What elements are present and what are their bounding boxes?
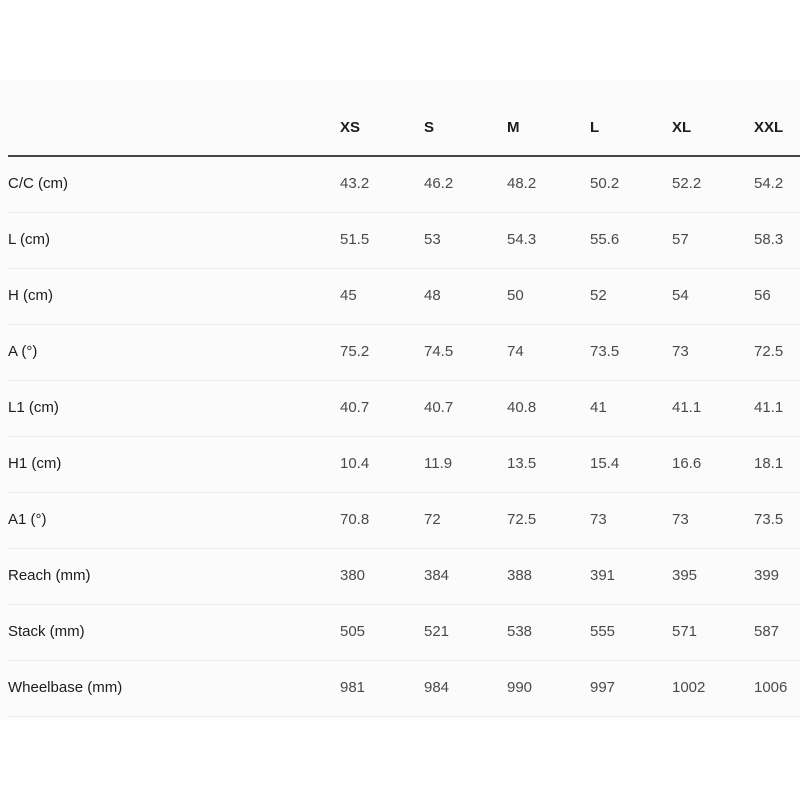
column-header: XL [672,119,692,136]
cell-value: 48 [424,287,441,304]
cell-value: 505 [340,623,366,640]
cell-value: 40.7 [340,399,370,416]
cell-value: 13.5 [507,455,537,472]
cell-value: 73 [590,511,607,528]
cell-value: 388 [507,567,533,584]
cell-value: 1002 [672,679,706,696]
row-divider [8,380,800,381]
cell-value: 45 [340,287,357,304]
cell-value: 72.5 [754,343,784,360]
cell-value: 10.4 [340,455,370,472]
cell-value: 384 [424,567,450,584]
column-header: XS [340,119,361,136]
row-label: Reach (mm) [8,567,91,584]
cell-value: 73 [672,511,689,528]
cell-value: 70.8 [340,511,370,528]
cell-value: 587 [754,623,780,640]
cell-value: 73.5 [754,511,784,528]
cell-value: 72 [424,511,441,528]
cell-value: 52 [590,287,607,304]
cell-value: 41 [590,399,607,416]
column-header: L [590,119,600,136]
cell-value: 54.3 [507,231,537,248]
cell-value: 990 [507,679,533,696]
row-label: L (cm) [8,231,50,248]
cell-value: 11.9 [424,455,453,472]
cell-value: 58.3 [754,231,784,248]
row-divider [8,268,800,269]
cell-value: 521 [424,623,450,640]
cell-value: 50 [507,287,524,304]
row-divider [8,324,800,325]
cell-value: 54.2 [754,175,784,192]
cell-value: 72.5 [507,511,537,528]
row-divider [8,212,800,213]
cell-value: 41.1 [672,399,702,416]
row-label: H1 (cm) [8,455,62,472]
cell-value: 981 [340,679,366,696]
cell-value: 984 [424,679,450,696]
cell-value: 571 [672,623,698,640]
cell-value: 51.5 [340,231,370,248]
column-header: M [507,119,520,136]
row-divider [8,492,800,493]
cell-value: 555 [590,623,616,640]
cell-value: 16.6 [672,455,702,472]
header-divider [8,155,800,157]
cell-value: 15.4 [590,455,620,472]
cell-value: 40.7 [424,399,454,416]
row-divider [8,436,800,437]
cell-value: 399 [754,567,780,584]
row-label: C/C (cm) [8,175,68,192]
cell-value: 41.1 [754,399,784,416]
row-label: L1 (cm) [8,399,59,416]
cell-value: 73.5 [590,343,620,360]
cell-value: 1006 [754,679,788,696]
row-divider [8,716,800,717]
cell-value: 380 [340,567,366,584]
cell-value: 997 [590,679,616,696]
cell-value: 57 [672,231,689,248]
cell-value: 18.1 [754,455,784,472]
cell-value: 54 [672,287,689,304]
row-label: H (cm) [8,287,53,304]
cell-value: 75.2 [340,343,370,360]
cell-value: 43.2 [340,175,370,192]
row-divider [8,660,800,661]
cell-value: 56 [754,287,771,304]
cell-value: 40.8 [507,399,537,416]
row-label: Stack (mm) [8,623,85,640]
row-label: A1 (°) [8,511,47,528]
cell-value: 53 [424,231,441,248]
column-header: S [424,119,435,136]
cell-value: 50.2 [590,175,620,192]
cell-value: 538 [507,623,533,640]
cell-value: 48.2 [507,175,537,192]
column-header: XXL [754,119,784,136]
cell-value: 391 [590,567,616,584]
row-divider [8,604,800,605]
size-table: XS S M L XL XXL C/C (cm) 43.2 46.2 48.2 50.2 52.2 54… [0,80,800,720]
cell-value: 74 [507,343,524,360]
row-divider [8,548,800,549]
cell-value: 395 [672,567,698,584]
cell-value: 73 [672,343,689,360]
cell-value: 74.5 [424,343,454,360]
cell-value: 52.2 [672,175,702,192]
row-label: A (°) [8,343,38,360]
row-label: Wheelbase (mm) [8,679,123,696]
cell-value: 46.2 [424,175,454,192]
cell-value: 55.6 [590,231,620,248]
